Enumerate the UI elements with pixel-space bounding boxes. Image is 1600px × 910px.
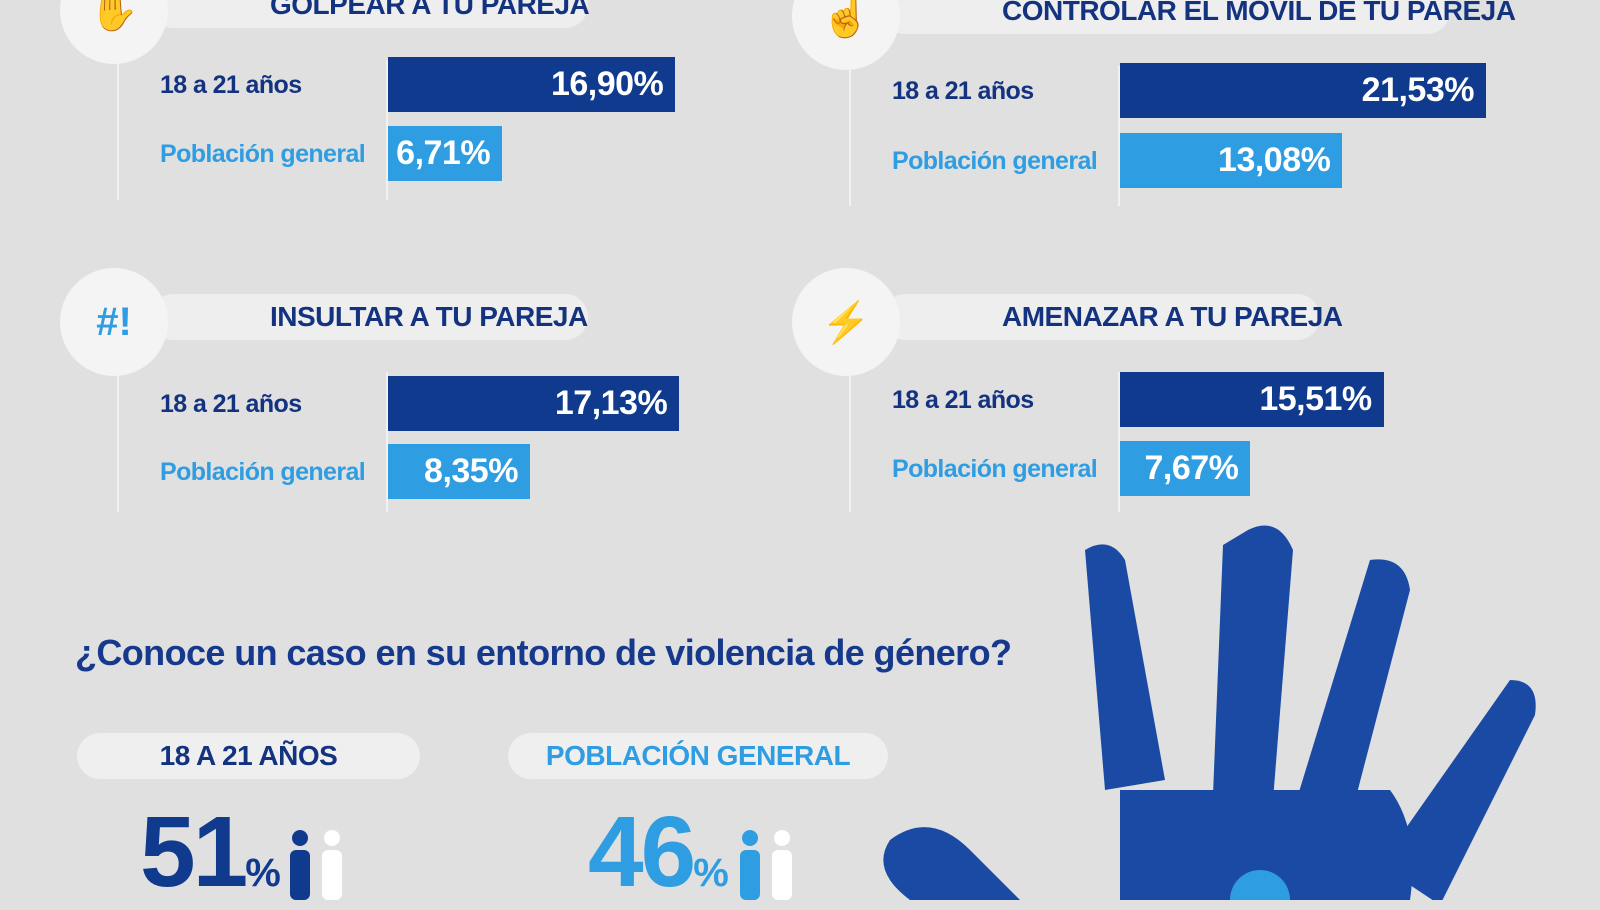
hand-slap-icon: ✋: [60, 0, 168, 64]
general-value: 46: [588, 796, 696, 908]
category-label: Población general: [160, 140, 366, 168]
group-pill-youth: 18 A 21 AÑOS: [77, 733, 420, 779]
chart-title: AMENAZAR A TU PAREJA: [882, 294, 1343, 340]
divider-line: [117, 372, 119, 512]
chart-panel: CONTROLAR EL MÓVIL DE TU PAREJA ☝: [792, 0, 1516, 226]
category-label: 18 a 21 años: [160, 71, 302, 99]
data-label: 6,71%: [396, 134, 491, 172]
data-label: 16,90%: [550, 65, 664, 103]
divider-line: [849, 66, 851, 206]
handprint-icon: [883, 525, 1536, 900]
data-label: 13,08%: [1218, 141, 1331, 179]
axis-line: [386, 60, 388, 200]
bar-youth: 16,90%: [388, 57, 676, 112]
people-icon: [740, 830, 792, 900]
chart-panel: GOLPEAR A TU PAREJA ✋: [60, 0, 780, 220]
category-label: 18 a 21 años: [160, 390, 302, 418]
axis-line: [1118, 372, 1120, 512]
people-icon: [290, 830, 342, 900]
bar-general: 7,67%: [1120, 441, 1251, 496]
chart-panel: AMENAZAR A TU PAREJA ⚡: [792, 268, 1512, 532]
chart-title: GOLPEAR A TU PAREJA: [150, 0, 590, 28]
category-label: Población general: [892, 147, 1098, 175]
youth-percentage: 51%: [140, 795, 281, 910]
general-unit: %: [693, 851, 729, 895]
threatened-person-icon: ⚡: [792, 268, 900, 376]
chart-panel: INSULTAR A TU PAREJA #!: [60, 268, 780, 532]
bar-general: 8,35%: [388, 444, 530, 499]
category-label: 18 a 21 años: [892, 77, 1034, 105]
chart-title: INSULTAR A TU PAREJA: [150, 294, 588, 340]
divider-line: [849, 372, 851, 512]
axis-line: [386, 372, 388, 512]
data-label: 21,53%: [1361, 71, 1475, 109]
data-label: 7,67%: [1144, 449, 1239, 487]
bar-general: 6,71%: [388, 126, 503, 181]
bar-general: 13,08%: [1120, 133, 1343, 188]
youth-unit: %: [245, 851, 281, 895]
general-percentage: 46%: [588, 795, 729, 910]
bar-youth: 17,13%: [388, 376, 680, 431]
data-label: 8,35%: [424, 452, 518, 490]
data-label: 15,51%: [1259, 380, 1372, 418]
axis-line: [1118, 66, 1120, 206]
youth-value: 51: [140, 796, 248, 908]
bar-youth: 15,51%: [1120, 372, 1384, 427]
data-label: 17,13%: [554, 384, 668, 422]
category-label: Población general: [160, 458, 366, 486]
divider-line: [117, 60, 119, 200]
phone-touch-icon: ☝: [792, 0, 900, 70]
speech-bubble-swear-icon: #!: [60, 268, 168, 376]
chart-title: CONTROLAR EL MÓVIL DE TU PAREJA: [882, 0, 1516, 34]
bar-youth: 21,53%: [1120, 63, 1486, 118]
question-title: ¿Conoce un caso en su entorno de violenc…: [75, 632, 1012, 673]
group-pill-general: POBLACIÓN GENERAL: [508, 733, 888, 779]
category-label: Población general: [892, 455, 1098, 483]
category-label: 18 a 21 años: [892, 386, 1034, 414]
